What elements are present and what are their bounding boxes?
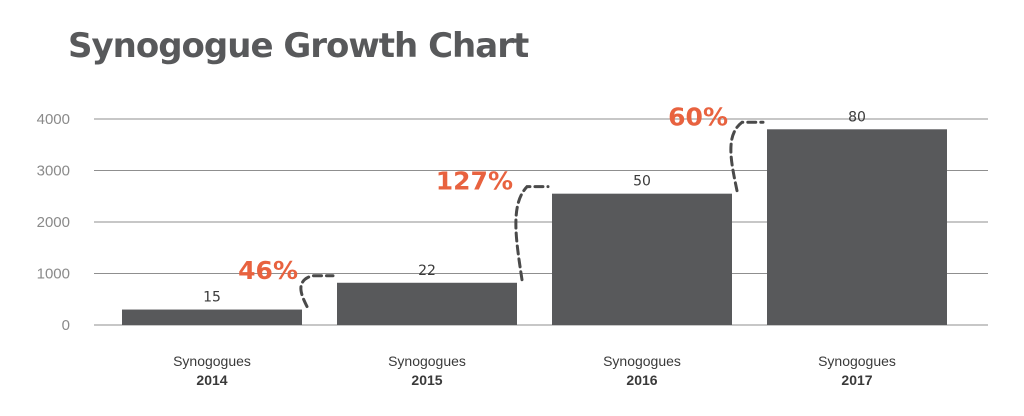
bar [552,193,732,325]
growth-connectors [299,120,765,309]
bar [122,309,302,325]
bar [337,282,517,325]
y-tick-label: 3000 [37,163,70,180]
growth-percent-label: 60% [668,102,728,131]
growth-percent-label: 46% [238,256,298,285]
bars [122,129,947,325]
y-tick-label: 4000 [37,111,70,128]
data-labels: 15 22 50 80 [203,109,866,305]
category-labels: Synogogues 2014 Synogogues 2015 Synogogues 20… [173,353,896,388]
category-year-label: 2015 [411,372,442,388]
growth-connector [729,120,765,193]
bar-data-label: 22 [418,263,436,279]
category-label: Synogogues [388,353,466,369]
category-label: Synogogues [603,353,681,369]
y-tick-label: 2000 [37,214,70,231]
category-label: Synogogues [173,353,251,369]
growth-connector [514,185,550,282]
y-axis-ticks: 0 1000 2000 3000 4000 [37,111,70,334]
bar-data-label: 80 [848,109,866,125]
growth-percent-label: 127% [436,167,513,196]
y-tick-label: 1000 [37,266,70,283]
category-year-label: 2017 [841,372,872,388]
growth-labels: 46% 127% 60% [238,102,728,284]
category-year-label: 2014 [196,372,227,388]
category-label: Synogogues [818,353,896,369]
y-tick-label: 0 [62,317,70,334]
growth-connector [299,274,335,309]
category-year-label: 2016 [626,372,657,388]
chart-title: Synogogue Growth Chart [68,26,529,66]
bar-data-label: 50 [633,174,651,190]
bar-data-label: 15 [203,290,221,306]
bar [767,129,947,325]
